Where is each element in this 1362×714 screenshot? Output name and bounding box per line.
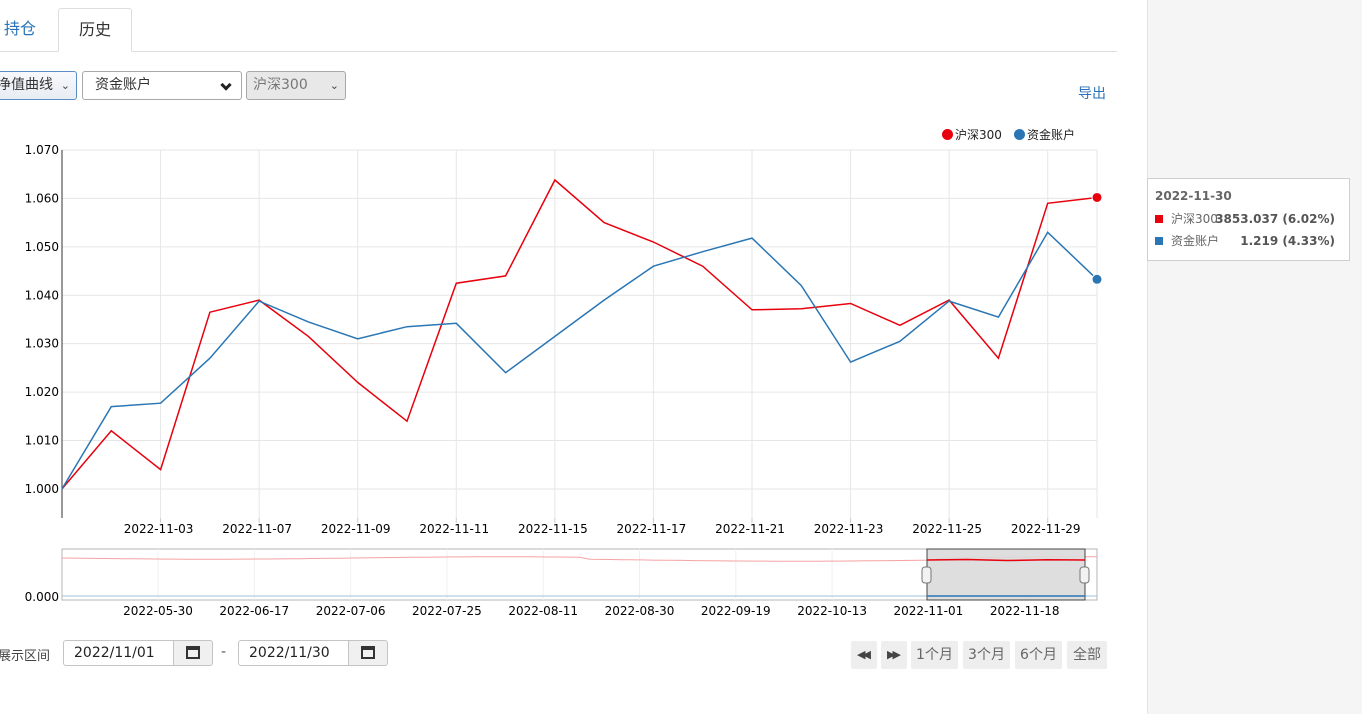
legend-marker-icon (1014, 129, 1025, 140)
navigator-right-handle (1079, 566, 1090, 584)
y-tick-label: 1.000 (25, 482, 59, 496)
export-link[interactable]: 导出 (1078, 86, 1106, 102)
navigator-x-tick-label: 2022-08-11 (508, 604, 578, 618)
calendar-icon (361, 646, 375, 659)
navigator-x-tick-label: 2022-07-06 (316, 604, 386, 618)
y-tick-label: 1.070 (25, 143, 59, 157)
legend-marker-icon (942, 129, 953, 140)
right-panel (1147, 0, 1362, 714)
navigator-x-tick-label: 2022-11-01 (894, 604, 964, 618)
y-tick-label: 1.020 (25, 385, 59, 399)
y-tick-label: 1.040 (25, 288, 59, 302)
account-select[interactable]: 资金账户 (82, 71, 242, 100)
tooltip-date: 2022-11-30 (1155, 189, 1232, 203)
chart-tooltip: 2022-11-30 沪深300 3853.037 (6.02%) 资金账户 1… (1147, 178, 1350, 261)
y-tick-label: 1.030 (25, 337, 59, 351)
legend-label: 资金账户 (1027, 128, 1076, 142)
navigator-x-tick-label: 2022-07-25 (412, 604, 482, 618)
navigator-x-tick-label: 2022-10-13 (797, 604, 867, 618)
x-tick-label: 2022-11-29 (1011, 522, 1081, 536)
main-chart[interactable]: 1.000 1.010 1.020 1.030 1.040 1.050 1.060 1.070… (0, 140, 1117, 545)
chevron-down-icon: ⌄ (60, 79, 70, 92)
end-date-input[interactable]: 2022/11/30 (238, 640, 350, 666)
navigator-x-tick-label: 2022-11-18 (990, 604, 1060, 618)
x-tick-label: 2022-11-03 (124, 522, 194, 536)
fast-backward-button[interactable]: ◀◀ (851, 641, 877, 669)
navigator-series-hs300 (61, 556, 1097, 562)
x-tick-label: 2022-11-07 (222, 522, 292, 536)
account-value: 资金账户 (95, 77, 151, 93)
tooltip-series-value: 1.219 (4.33%) (1240, 234, 1335, 248)
navigator-selected-hs300 (926, 558, 1086, 562)
navigator-y-tick-label: 0.000 (25, 590, 59, 604)
chevron-down-icon: ⌄ (329, 79, 339, 92)
navigator-x-tick-label: 2022-05-30 (123, 604, 193, 618)
navigator-selected-range (926, 548, 1086, 601)
tab-holdings[interactable]: 持仓 (4, 19, 37, 38)
x-tick-label: 2022-11-25 (912, 522, 982, 536)
navigator-left-handle (921, 566, 932, 584)
x-tick-label: 2022-11-11 (419, 522, 489, 536)
series-end-marker-0 (1091, 191, 1103, 203)
range-all-button[interactable]: 全部 (1067, 641, 1107, 669)
range-label: 展示区间 (0, 649, 51, 664)
navigator-x-tick-label: 2022-08-30 (605, 604, 675, 618)
series-square-icon (1155, 215, 1163, 223)
y-tick-label: 1.050 (25, 240, 59, 254)
navigator-x-tick-label: 2022-06-17 (219, 604, 289, 618)
legend-label: 沪深300 (955, 128, 1002, 142)
range-1-month-button[interactable]: 1个月 (911, 641, 958, 669)
tab-bar: 持仓 历史 (0, 0, 1117, 52)
chevron-down-icon (220, 79, 232, 91)
fast-backward-icon: ◀◀ (857, 648, 871, 661)
fast-forward-icon: ▶▶ (887, 648, 901, 661)
legend-item-account[interactable]: 资金账户 (1014, 126, 1075, 143)
curve-type-select[interactable]: 净值曲线 ⌄ (0, 71, 77, 100)
range-6-months-button[interactable]: 6个月 (1015, 641, 1062, 669)
benchmark-select[interactable]: 沪深300 ⌄ (246, 71, 346, 100)
legend-item-hs300[interactable]: 沪深300 (942, 126, 1002, 143)
series-line-1 (61, 231, 1098, 490)
range-separator: - (221, 644, 227, 660)
tab-history[interactable]: 历史 (58, 8, 132, 52)
y-tick-label: 1.060 (25, 191, 59, 205)
series-square-icon (1155, 237, 1163, 245)
navigator-x-tick-label: 2022-09-19 (701, 604, 771, 618)
start-date-input[interactable]: 2022/11/01 (63, 640, 175, 666)
start-date-picker-button[interactable] (173, 640, 213, 666)
range-3-months-button[interactable]: 3个月 (963, 641, 1010, 669)
x-tick-label: 2022-11-09 (321, 522, 391, 536)
tooltip-row-hs300: 沪深300 3853.037 (6.02%) (1155, 208, 1349, 230)
x-tick-label: 2022-11-17 (617, 522, 687, 536)
end-date-picker-button[interactable] (348, 640, 388, 666)
tooltip-series-name: 资金账户 (1171, 234, 1220, 248)
curve-type-value: 净值曲线 (0, 77, 53, 93)
navigator-chart[interactable]: 2022-05-30 2022-06-17 2022-07-06 2022-07-25… (0, 545, 1117, 623)
y-tick-label: 1.010 (25, 434, 59, 448)
tooltip-row-account: 资金账户 1.219 (4.33%) (1155, 230, 1349, 252)
tooltip-series-value: 3853.037 (6.02%) (1215, 212, 1335, 226)
calendar-icon (186, 646, 200, 659)
x-tick-label: 2022-11-21 (715, 522, 785, 536)
series-line-0 (61, 178, 1098, 490)
series-end-marker-1 (1091, 273, 1103, 285)
fast-forward-button[interactable]: ▶▶ (881, 641, 907, 669)
benchmark-value: 沪深300 (253, 77, 308, 93)
x-tick-label: 2022-11-23 (814, 522, 884, 536)
x-tick-label: 2022-11-15 (518, 522, 588, 536)
tooltip-series-name: 沪深300 (1171, 212, 1218, 226)
